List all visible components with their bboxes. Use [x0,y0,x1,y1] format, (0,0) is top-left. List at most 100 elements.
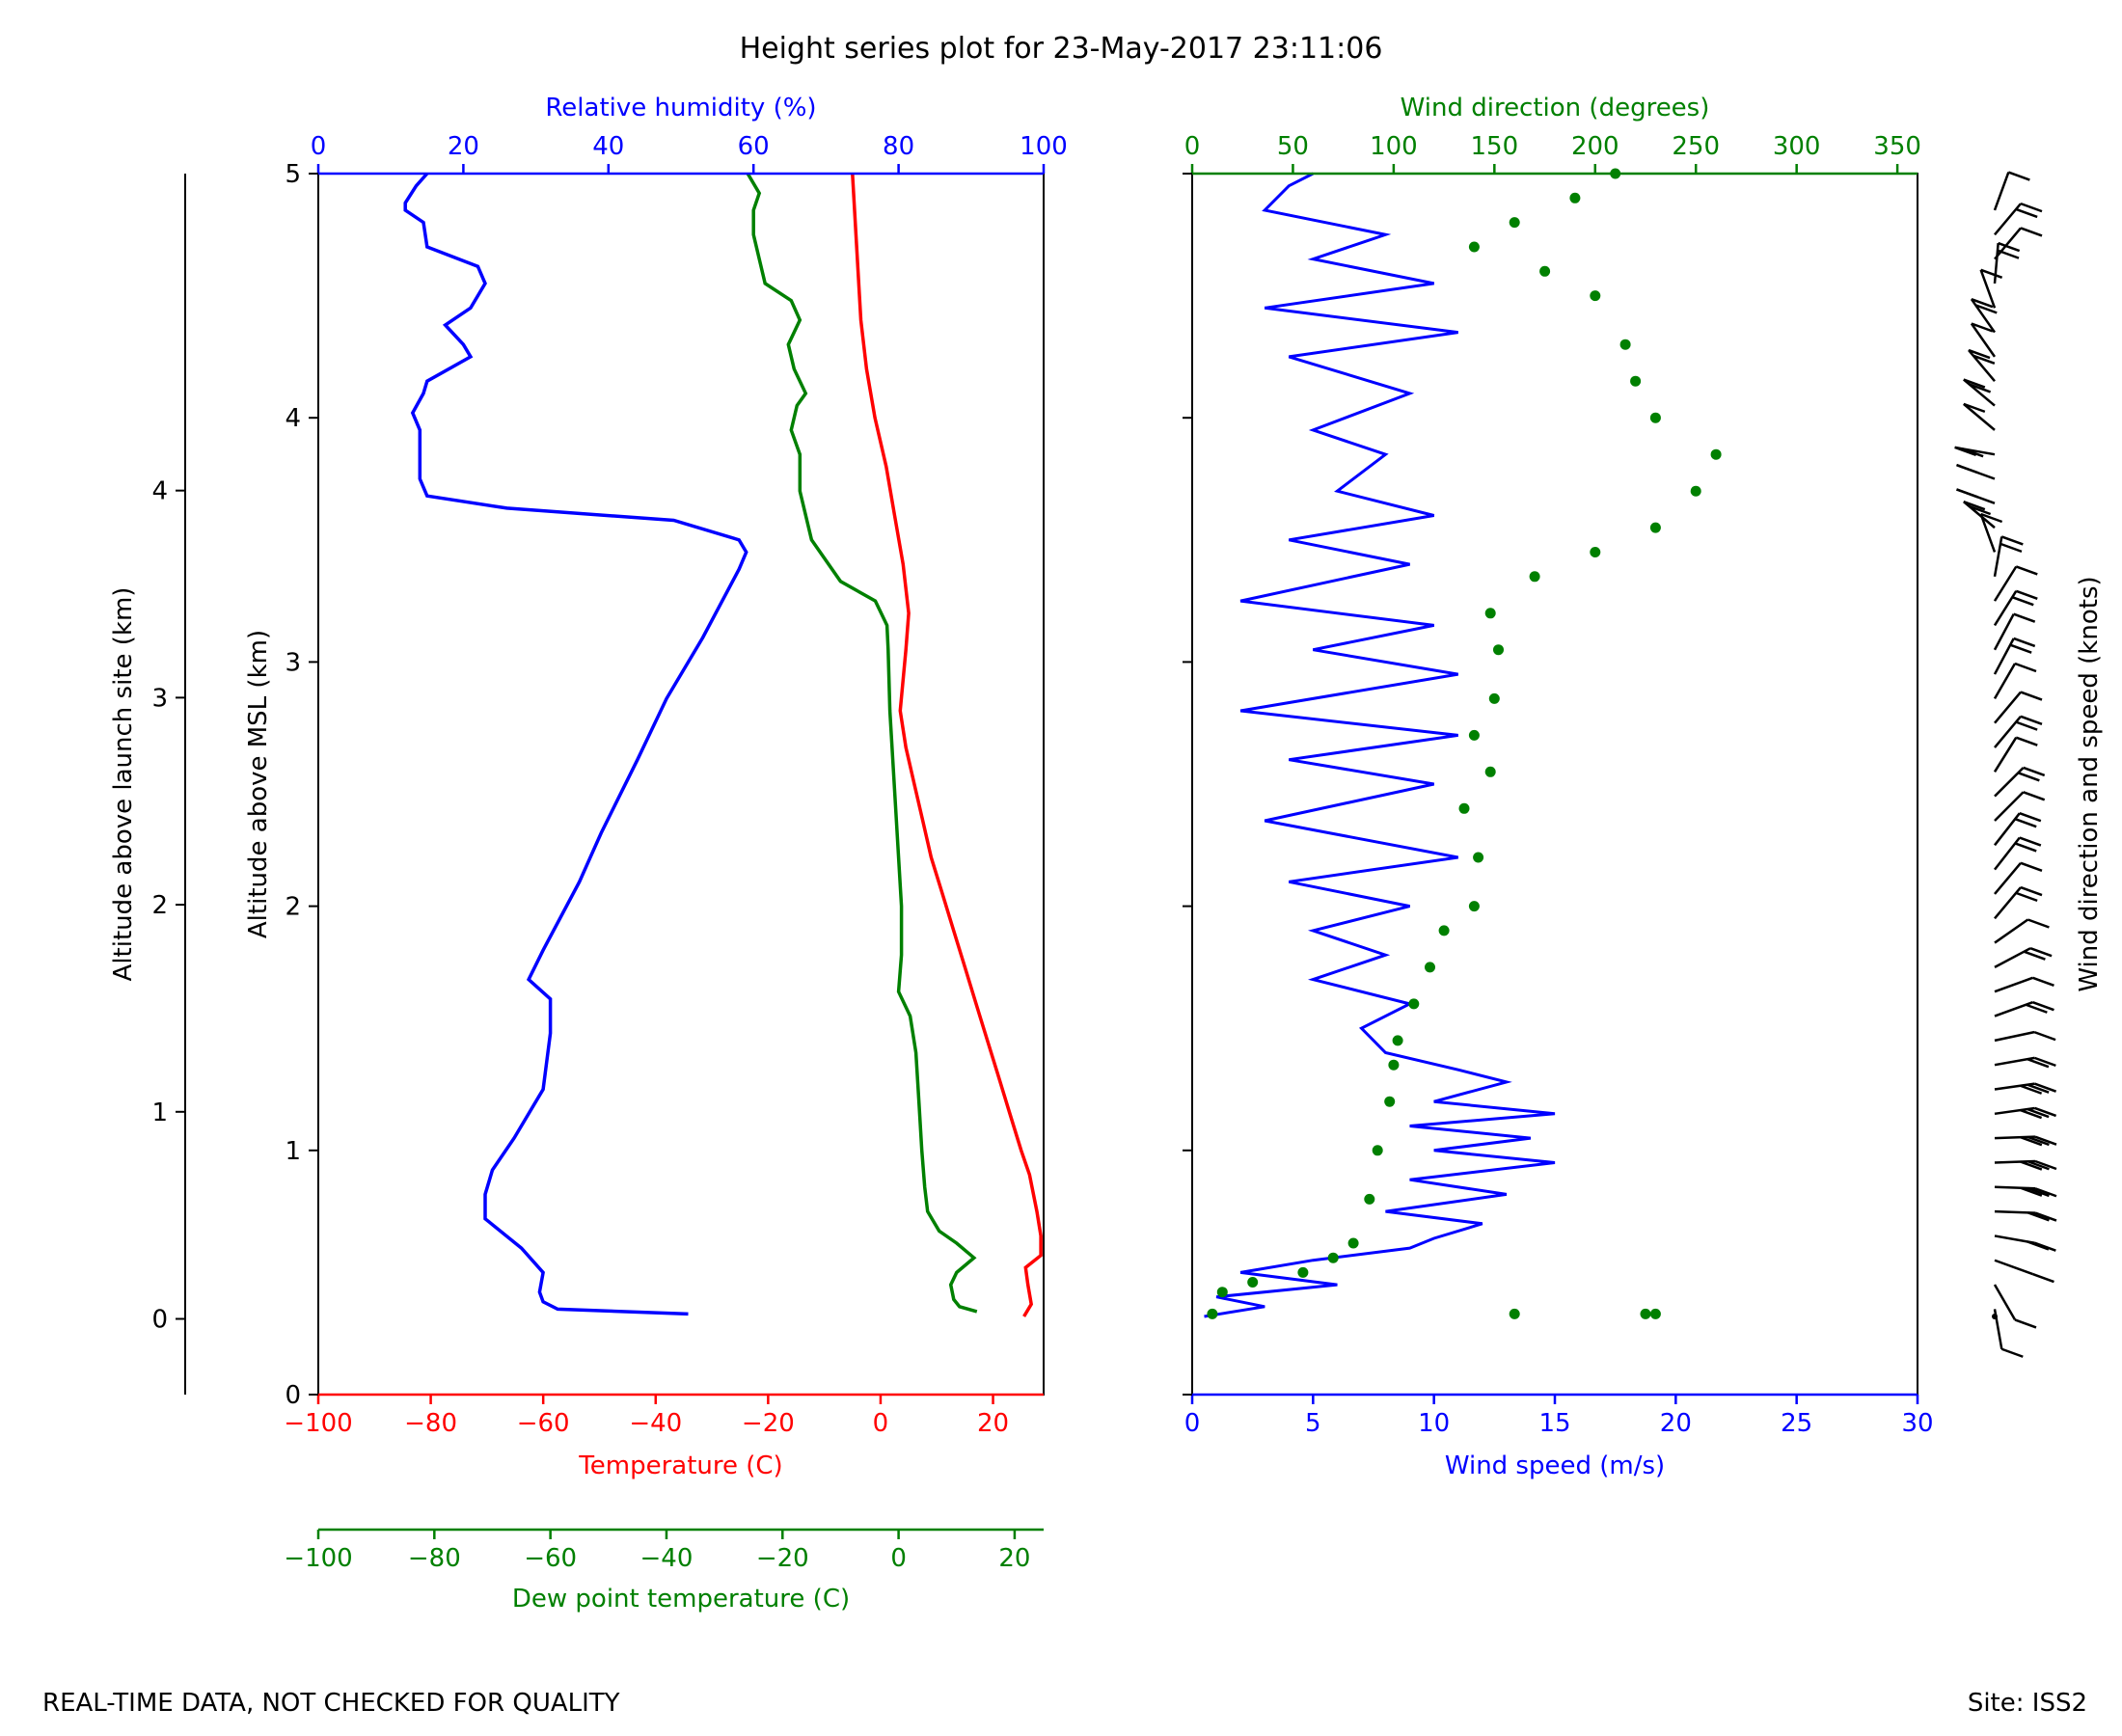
barb-flag [2019,836,2042,847]
humidity-tick-label: 40 [592,132,624,161]
barb-flag [1980,268,2003,279]
barb-flag [1963,378,1986,389]
wind-direction-point [1372,1145,1383,1156]
barb-flag [2034,1211,2057,1222]
wind-panel: 0 5 10 15 20 25 300 50 100 150 200 250 300 350 Wind s… [1183,94,1934,1480]
barb-flag [2020,861,2043,872]
barb-flag [2027,1083,2050,1094]
barb-staff [1968,349,1996,383]
barb-staff [1993,242,2000,285]
barb-flag [2020,715,2043,726]
barb-flag [2025,1003,2048,1014]
barb-staff [1994,1259,2033,1276]
quality-notice: REAL-TIME DATA, NOT CHECKED FOR QUALITY [42,1689,620,1718]
wind-direction-tick-label: 150 [1471,132,1519,161]
wind-direction-tick-label: 100 [1370,132,1418,161]
barb-flag [2020,1136,2043,1147]
wind-barbs [1954,171,2057,1358]
barb-flag [2015,891,2038,903]
barb-staff [1994,691,2022,724]
barb-flag [1956,488,1978,499]
msl-tick-label: 1 [285,1137,301,1166]
msl-tick-label: 5 [285,160,301,189]
wind-direction-point [1484,766,1496,777]
barb-staff [1993,737,2018,773]
wind-direction-tick-label: 0 [1184,132,1201,161]
humidity-tick-label: 60 [738,132,770,161]
msl-tick-label: 2 [285,893,301,922]
wind-direction-point [1438,925,1450,936]
barb-flag [2027,1107,2050,1119]
barb-staff [1963,378,1996,407]
barb-flag [1963,500,1986,511]
wind-direction-point [1388,1059,1400,1071]
barb-flag [2034,1159,2057,1171]
barb-flag [2020,227,2043,237]
wind-direction-point [1458,802,1470,814]
dewpoint-tick-label: −40 [640,1544,694,1573]
barb-flag [2034,1082,2057,1093]
wind-direction-point [1247,1277,1259,1288]
thermo-plot-frame [317,173,1045,1396]
site-label: Site: ISS2 [1968,1689,2087,1718]
barb-staff [1994,861,2022,895]
barb-flag [2000,535,2024,546]
barb-flag [2027,1211,2050,1222]
wind-direction-point [1468,901,1480,912]
barb-staff [1994,227,2022,260]
wind-direction-point [1649,522,1661,533]
barb-flag [2015,736,2038,746]
barb-flag [2020,1160,2043,1171]
dewpoint-line [746,173,978,1314]
barb-flag [2029,947,2053,958]
barb-flag [2015,565,2038,576]
temperature-tick-label: −20 [742,1409,795,1438]
barb-flag [2027,918,2050,929]
wind-direction-tick-label: 50 [1277,132,1309,161]
launch-tick-label: 2 [151,891,168,920]
temperature-tick-label: −100 [284,1409,352,1438]
launch-tick-label: 0 [151,1306,168,1335]
barb-flag [2020,691,2043,701]
barb-staff [1994,918,2029,944]
wind-direction-point [1630,375,1642,387]
humidity-line [403,172,748,1316]
dewpoint-tick-label: −60 [524,1544,577,1573]
wind-direction-point [1649,412,1661,423]
barb-flag [2014,817,2037,828]
barb-staff [1970,298,1997,334]
wind-speed-tick-label: 30 [1901,1409,1933,1438]
wind-direction-point [1384,1096,1396,1107]
wind-direction-point [1468,241,1480,253]
wind-speed-tick-label: 25 [1781,1409,1812,1438]
launch-axis-label: Altitude above launch site (km) [109,587,138,982]
barb-flag [2000,1347,2024,1358]
wind-series [1204,168,1722,1319]
temperature-tick-label: −60 [517,1409,570,1438]
wind-direction-point [1509,217,1520,229]
wind-direction-point [1216,1287,1228,1298]
wind-direction-point [1690,485,1701,497]
barb-flag [2034,1106,2057,1118]
wind-direction-point [1493,644,1504,656]
temperature-line [851,173,1043,1317]
wind-direction-point [1468,729,1480,741]
barb-flag [2020,202,2043,213]
barb-flag [2000,542,2023,554]
wind-direction-point [1619,339,1631,350]
barb-staff [1970,322,1997,358]
wind-direction-tick-label: 350 [1873,132,1921,161]
barb-staff [1993,663,2017,700]
barb-flag [2007,171,2030,181]
thermo-axes: −100 −80 −60 −40 −20 0 200 20 40 60 80 100−100 −80 −6… [151,132,1067,1573]
temperature-tick-label: −80 [404,1409,457,1438]
barb-flag [2033,1056,2056,1068]
wind-direction-point [1408,998,1420,1010]
wind-direction-tick-label: 250 [1672,132,1720,161]
wind-direction-point [1297,1266,1309,1278]
barb-staff [1993,613,2015,651]
barb-flag [2027,1135,2050,1147]
wind-direction-point [1484,608,1496,619]
barb-flag [1963,402,1986,414]
wind-direction-point [1569,192,1581,203]
